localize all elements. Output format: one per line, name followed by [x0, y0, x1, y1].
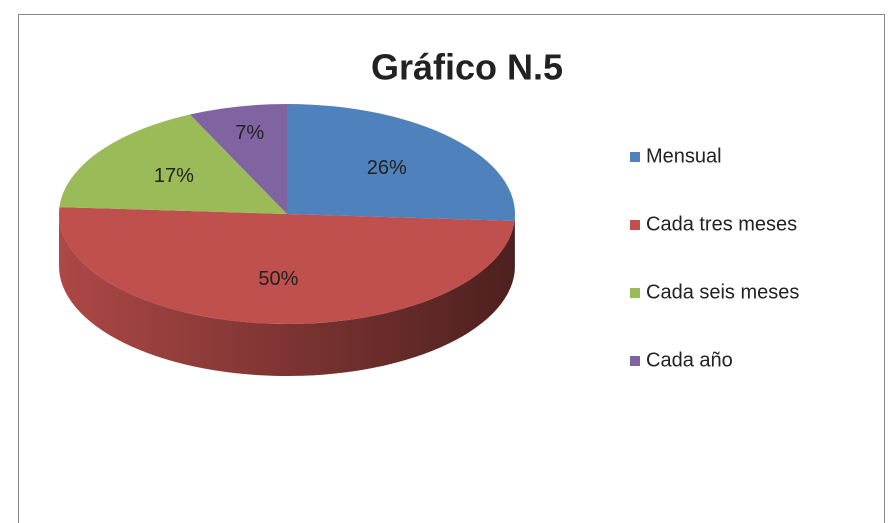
- legend-label: Cada seis meses: [646, 281, 799, 303]
- pie-slice: [59, 114, 287, 214]
- chart-title: Gráfico N.5: [371, 47, 563, 88]
- data-label: 50%: [258, 268, 298, 290]
- data-label: 7%: [235, 122, 264, 144]
- legend-swatch: [630, 288, 640, 298]
- legend-label: Cada año: [646, 349, 733, 371]
- legend-swatch: [630, 356, 640, 366]
- legend-label: Mensual: [646, 145, 722, 167]
- pie-side-shade: [59, 214, 515, 377]
- data-label: 17%: [154, 165, 194, 187]
- pie-slice: [59, 207, 515, 324]
- legend-label: Cada tres meses: [646, 213, 797, 235]
- legend-swatch: [630, 220, 640, 230]
- data-label: 26%: [367, 157, 407, 179]
- legend-swatch: [630, 152, 640, 162]
- pie-slice: [189, 104, 287, 214]
- pie-slice: [287, 104, 515, 221]
